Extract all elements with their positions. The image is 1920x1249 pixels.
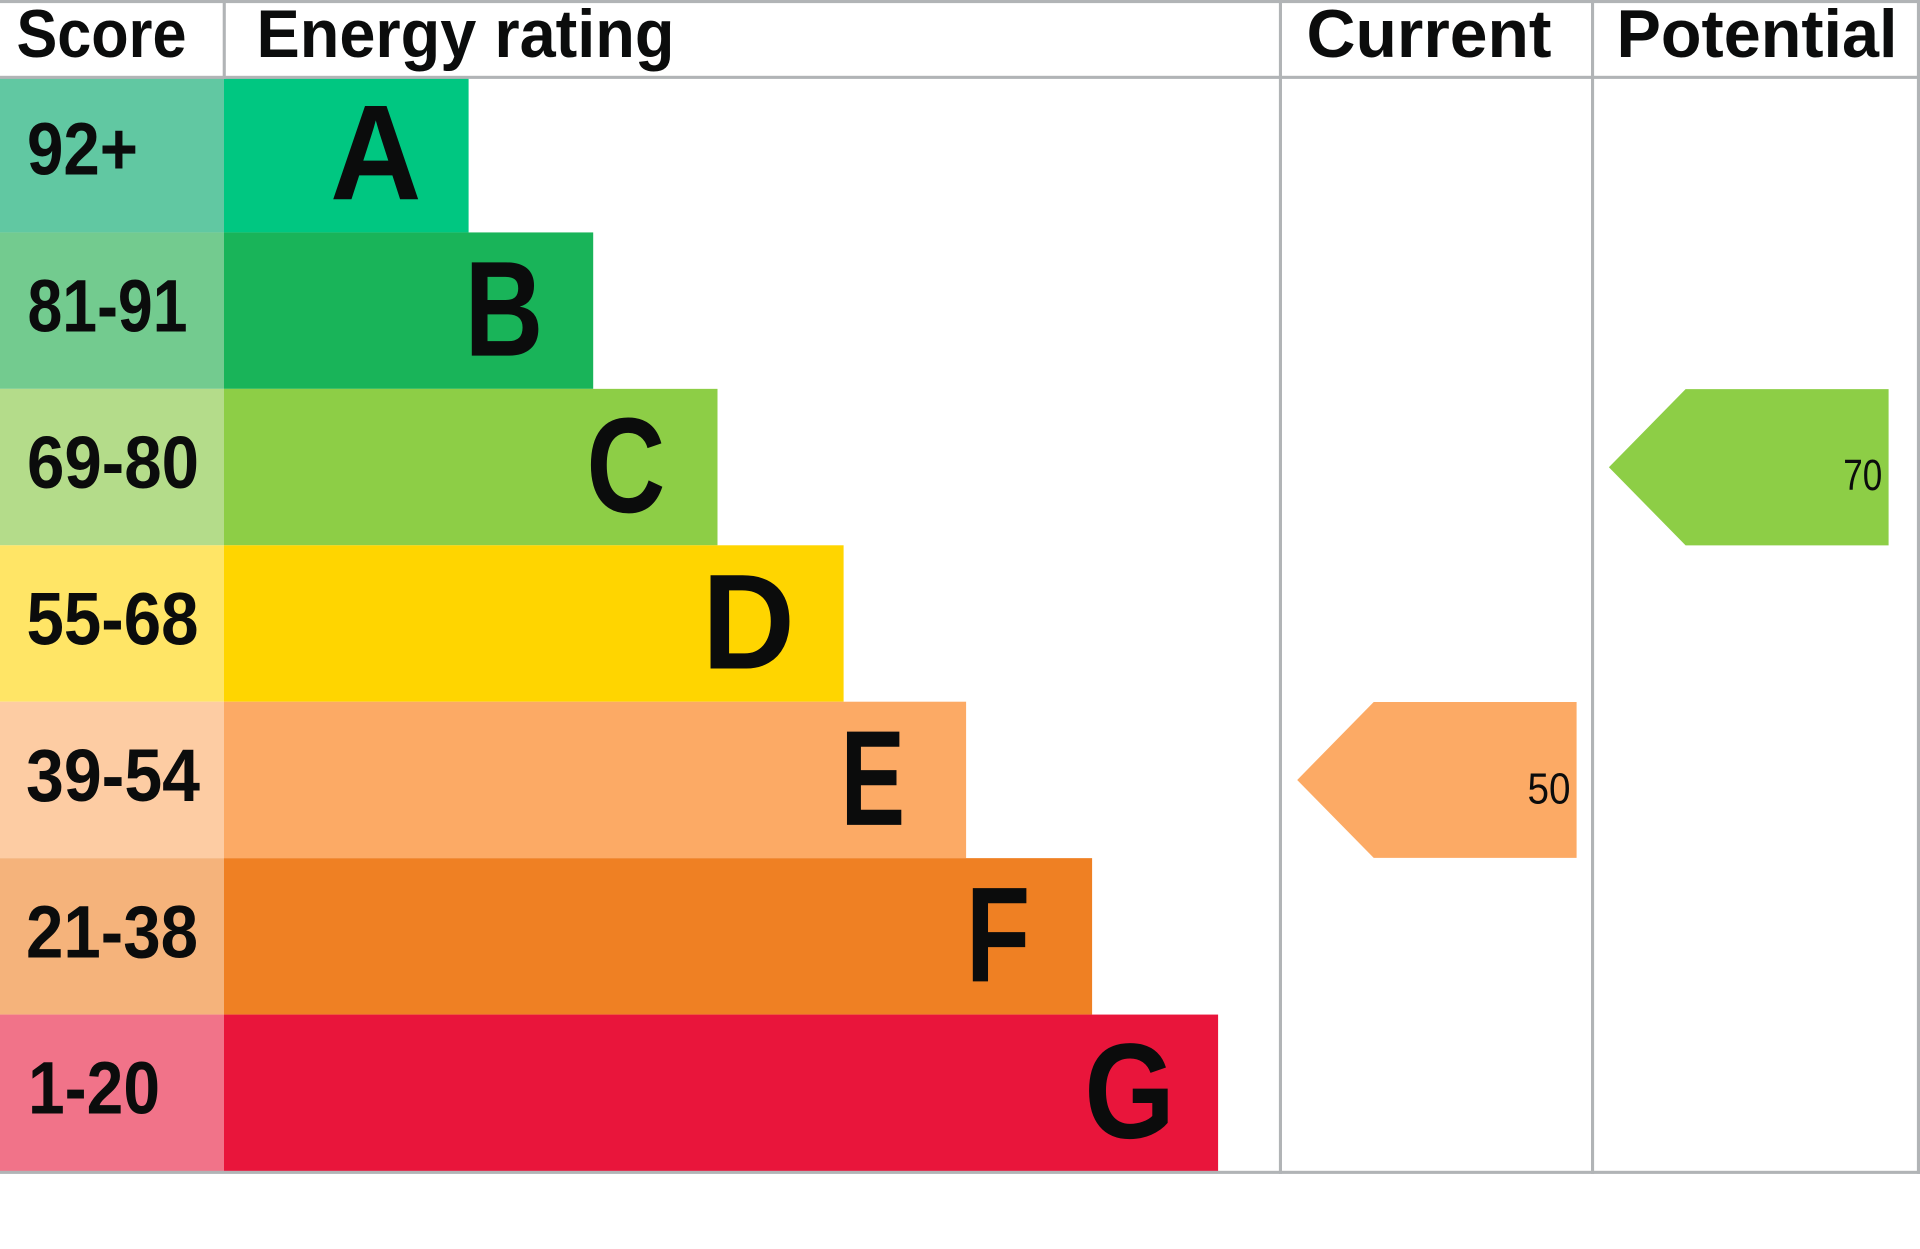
svg-text:Current: Current bbox=[1307, 0, 1552, 72]
svg-text:A: A bbox=[330, 76, 421, 228]
svg-text:1-20: 1-20 bbox=[28, 1046, 160, 1129]
svg-text:Energy rating: Energy rating bbox=[257, 0, 675, 72]
svg-text:39-54: 39-54 bbox=[26, 734, 200, 817]
svg-text:B: B bbox=[465, 233, 544, 385]
svg-text:55-68: 55-68 bbox=[27, 578, 199, 661]
svg-text:Potential: Potential bbox=[1617, 0, 1898, 72]
svg-text:F: F bbox=[966, 858, 1031, 1010]
svg-text:50: 50 bbox=[1528, 765, 1571, 813]
svg-text:G: G bbox=[1084, 1015, 1175, 1167]
svg-text:69-80: 69-80 bbox=[27, 421, 199, 504]
svg-text:E: E bbox=[841, 702, 906, 854]
svg-text:21-38: 21-38 bbox=[26, 890, 198, 973]
svg-text:70: 70 bbox=[1843, 452, 1882, 500]
svg-text:Score: Score bbox=[17, 0, 187, 72]
svg-text:92+: 92+ bbox=[27, 108, 138, 191]
svg-text:D: D bbox=[702, 546, 795, 698]
svg-text:C: C bbox=[586, 389, 665, 541]
svg-text:81-91: 81-91 bbox=[28, 265, 188, 348]
